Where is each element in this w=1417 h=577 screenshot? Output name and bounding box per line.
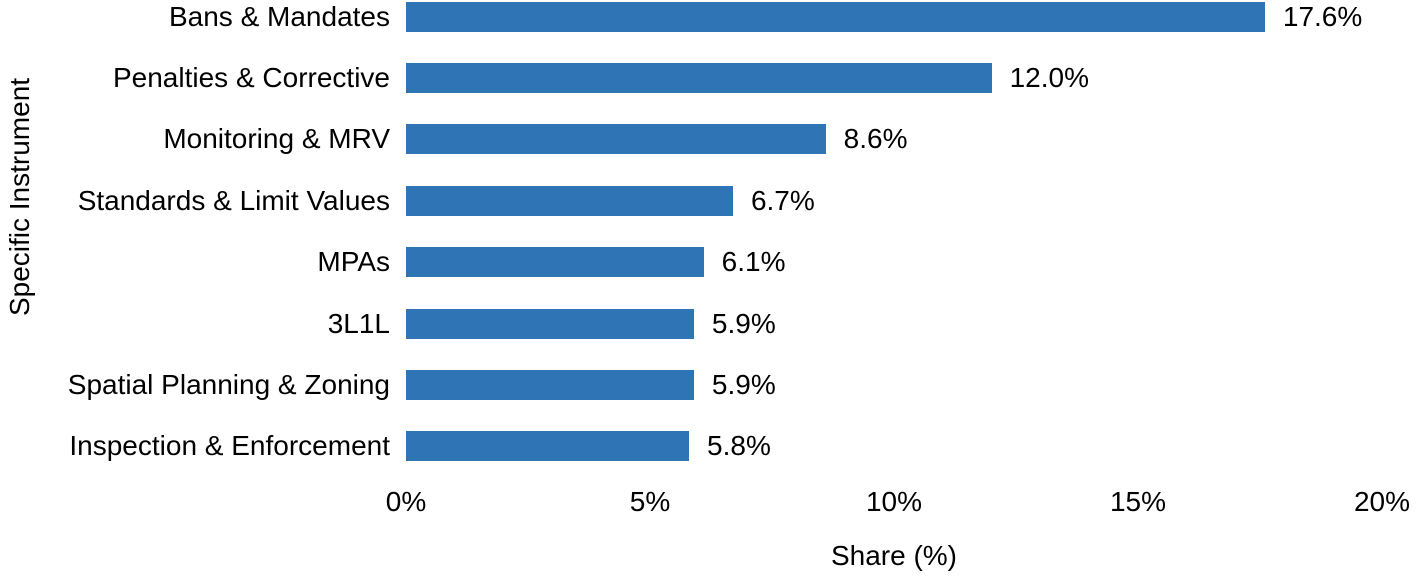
bar bbox=[406, 185, 733, 216]
bar bbox=[406, 63, 992, 94]
value-label: 8.6% bbox=[843, 123, 908, 155]
value-label: 12.0% bbox=[1009, 62, 1089, 94]
value-label: 5.9% bbox=[711, 369, 776, 401]
bar-row: 3L1L 5.9% bbox=[0, 293, 1417, 354]
bar-row: Standards & Limit Values 6.7% bbox=[0, 170, 1417, 231]
bar-row: Penalties & Corrective 12.0% bbox=[0, 47, 1417, 108]
bar-track: 5.9% bbox=[406, 307, 1382, 339]
x-tick-label: 15% bbox=[1109, 486, 1167, 517]
bar bbox=[406, 370, 694, 401]
category-label: Bans & Mandates bbox=[168, 0, 390, 32]
bar-track: 5.8% bbox=[406, 430, 1382, 462]
bar bbox=[406, 124, 826, 155]
x-tick-label: 20% bbox=[1353, 486, 1411, 517]
x-tick-label: 10% bbox=[865, 486, 923, 517]
bar-row: Monitoring & MRV 8.6% bbox=[0, 109, 1417, 170]
bar-row: Spatial Planning & Zoning 5.9% bbox=[0, 354, 1417, 415]
category-label: MPAs bbox=[317, 246, 390, 278]
category-label: 3L1L bbox=[327, 307, 390, 339]
bar-row: Bans & Mandates 17.6% bbox=[0, 0, 1417, 47]
value-label: 6.7% bbox=[750, 184, 815, 216]
bar-track: 6.7% bbox=[406, 184, 1382, 216]
category-label: Spatial Planning & Zoning bbox=[67, 369, 390, 401]
value-label: 5.8% bbox=[707, 430, 771, 462]
x-tick-label: 0% bbox=[385, 486, 427, 517]
bar bbox=[406, 1, 1265, 32]
bar-track: 5.9% bbox=[406, 369, 1382, 401]
value-label: 5.9% bbox=[711, 307, 776, 339]
value-label: 17.6% bbox=[1282, 0, 1363, 32]
bar-track: 17.6% bbox=[406, 0, 1382, 32]
category-label: Inspection & Enforcement bbox=[69, 430, 390, 462]
category-label: Monitoring & MRV bbox=[163, 123, 390, 155]
category-label: Standards & Limit Values bbox=[77, 184, 390, 216]
bar-track: 6.1% bbox=[406, 246, 1382, 278]
bar-track: 12.0% bbox=[406, 62, 1382, 94]
x-axis-ticks: 0% 5% 10% 15% 20% bbox=[386, 486, 1410, 520]
bar bbox=[406, 431, 690, 462]
bar-row: MPAs 6.1% bbox=[0, 232, 1417, 293]
bar bbox=[406, 308, 694, 339]
x-tick-label: 5% bbox=[629, 486, 671, 517]
category-label: Penalties & Corrective bbox=[112, 62, 390, 94]
bar bbox=[406, 247, 704, 278]
bar-track: 8.6% bbox=[406, 123, 1382, 155]
bar-rows: Bans & Mandates 17.6% Penalties & Correcti… bbox=[0, 0, 1417, 477]
value-label: 6.1% bbox=[721, 246, 786, 278]
bar-row: Inspection & Enforcement 5.8% bbox=[0, 416, 1417, 477]
x-axis-title: Share (%) bbox=[830, 540, 958, 571]
